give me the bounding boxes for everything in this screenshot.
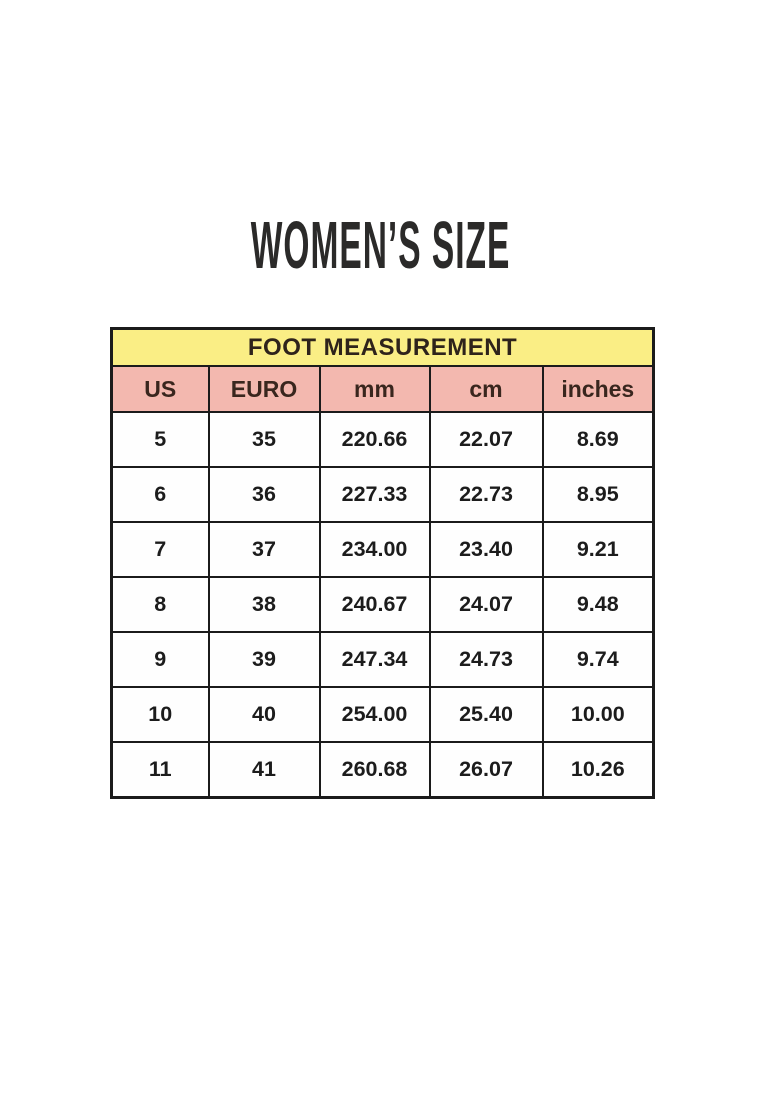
table-row: 9 39 247.34 24.73 9.74 — [110, 631, 655, 688]
table-cell: 247.34 — [318, 631, 431, 688]
table-banner-cell: FOOT MEASUREMENT — [110, 327, 655, 367]
table-cell: 23.40 — [428, 521, 544, 578]
column-header-cm: cm — [428, 365, 544, 413]
column-header-euro: EURO — [207, 365, 321, 413]
table-cell: 5 — [110, 411, 210, 468]
table-cell: 25.40 — [428, 686, 544, 743]
table-row: 5 35 220.66 22.07 8.69 — [110, 411, 655, 468]
table-cell: 36 — [207, 466, 321, 523]
table-row: 8 38 240.67 24.07 9.48 — [110, 576, 655, 633]
table-column-header-row: US EURO mm cm inches — [110, 365, 655, 413]
table-row: 11 41 260.68 26.07 10.26 — [110, 741, 655, 799]
table-cell: 6 — [110, 466, 210, 523]
table-cell: 10.26 — [541, 741, 655, 799]
table-cell: 8.95 — [541, 466, 655, 523]
table-cell: 11 — [110, 741, 210, 799]
table-cell: 8 — [110, 576, 210, 633]
table-cell: 24.73 — [428, 631, 544, 688]
table-cell: 22.07 — [428, 411, 544, 468]
table-cell: 7 — [110, 521, 210, 578]
table-cell: 234.00 — [318, 521, 431, 578]
table-cell: 10 — [110, 686, 210, 743]
table-cell: 37 — [207, 521, 321, 578]
table-cell: 26.07 — [428, 741, 544, 799]
table-cell: 24.07 — [428, 576, 544, 633]
table-cell: 39 — [207, 631, 321, 688]
table-cell: 10.00 — [541, 686, 655, 743]
column-header-mm: mm — [318, 365, 431, 413]
table-banner-row: FOOT MEASUREMENT — [110, 327, 655, 367]
table-row: 10 40 254.00 25.40 10.00 — [110, 686, 655, 743]
table-cell: 9.21 — [541, 521, 655, 578]
size-chart-table: FOOT MEASUREMENT US EURO mm cm inches 5 … — [110, 327, 656, 799]
table-cell: 227.33 — [318, 466, 431, 523]
table-cell: 220.66 — [318, 411, 431, 468]
table-row: 6 36 227.33 22.73 8.95 — [110, 466, 655, 523]
page-title-text: WOMEN’S SIZE — [251, 208, 511, 283]
table-cell: 9.74 — [541, 631, 655, 688]
table-cell: 40 — [207, 686, 321, 743]
column-header-inches: inches — [541, 365, 655, 413]
column-header-us: US — [110, 365, 210, 413]
table-row: 7 37 234.00 23.40 9.21 — [110, 521, 655, 578]
table-cell: 9.48 — [541, 576, 655, 633]
table-cell: 9 — [110, 631, 210, 688]
table-cell: 260.68 — [318, 741, 431, 799]
table-cell: 254.00 — [318, 686, 431, 743]
table-cell: 41 — [207, 741, 321, 799]
page-title: WOMEN’S SIZE — [0, 212, 762, 279]
table-cell: 38 — [207, 576, 321, 633]
table-cell: 240.67 — [318, 576, 431, 633]
table-cell: 35 — [207, 411, 321, 468]
table-cell: 8.69 — [541, 411, 655, 468]
table-cell: 22.73 — [428, 466, 544, 523]
